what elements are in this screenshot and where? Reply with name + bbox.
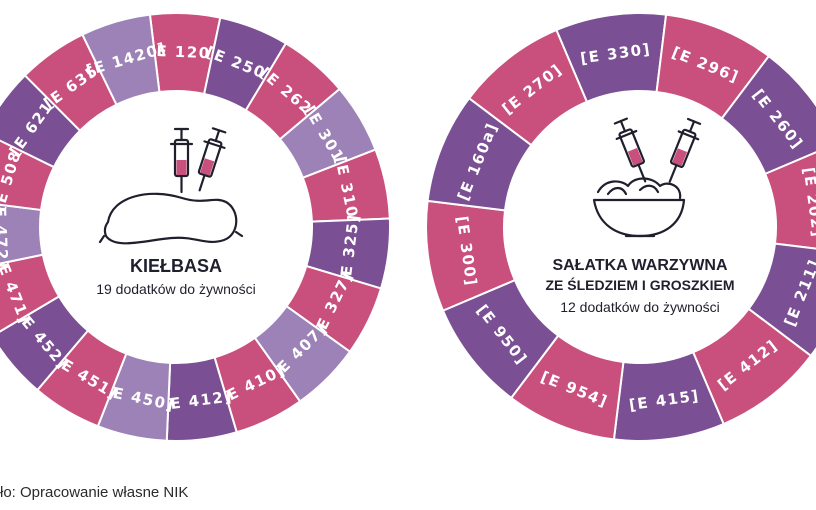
segment-label: [E 120] xyxy=(148,42,220,63)
wheel-subtitle-salatka: 12 dodatków do żywności xyxy=(560,299,720,315)
segment-3 xyxy=(720,54,816,176)
segment-19 xyxy=(81,13,161,107)
source-credit: ło: Opracowanie własne NIK xyxy=(0,484,189,501)
wheel-salatka: [E 330] [E 296][E 260][E 202][E 211][E 41… xyxy=(425,12,816,442)
segment-4 xyxy=(763,151,816,250)
segment-12 xyxy=(467,28,589,147)
wheel-subtitle-kielbasa: 19 dodatków do żywności xyxy=(96,281,256,297)
salad-bowl-with-syringes-icon xyxy=(592,117,702,238)
wheel-kielbasa: [E 120][E 250][E 262][E 301][E 310][E 32… xyxy=(0,12,391,442)
wheel-title-salatka-line2: ZE ŚLEDZIEM I GROSZKIEM xyxy=(545,276,734,293)
wheel-center xyxy=(505,92,775,362)
wheel-title-kielbasa: KIEŁBASA xyxy=(130,256,222,276)
sausage-with-syringes-icon xyxy=(98,127,244,245)
wheel-center xyxy=(41,92,311,362)
wheel-title-salatka-line1: SAŁATKA WARZYWNA xyxy=(552,257,728,274)
segment-label: [E 472] xyxy=(0,198,12,270)
